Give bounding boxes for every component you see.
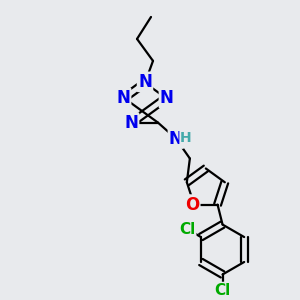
Text: N: N (138, 73, 152, 91)
Text: Cl: Cl (214, 283, 231, 298)
Text: N: N (124, 114, 138, 132)
Text: H: H (180, 130, 192, 145)
Text: N: N (169, 130, 183, 148)
Text: O: O (185, 196, 199, 214)
Text: N: N (160, 89, 174, 107)
Text: Cl: Cl (179, 222, 195, 237)
Text: N: N (116, 89, 130, 107)
